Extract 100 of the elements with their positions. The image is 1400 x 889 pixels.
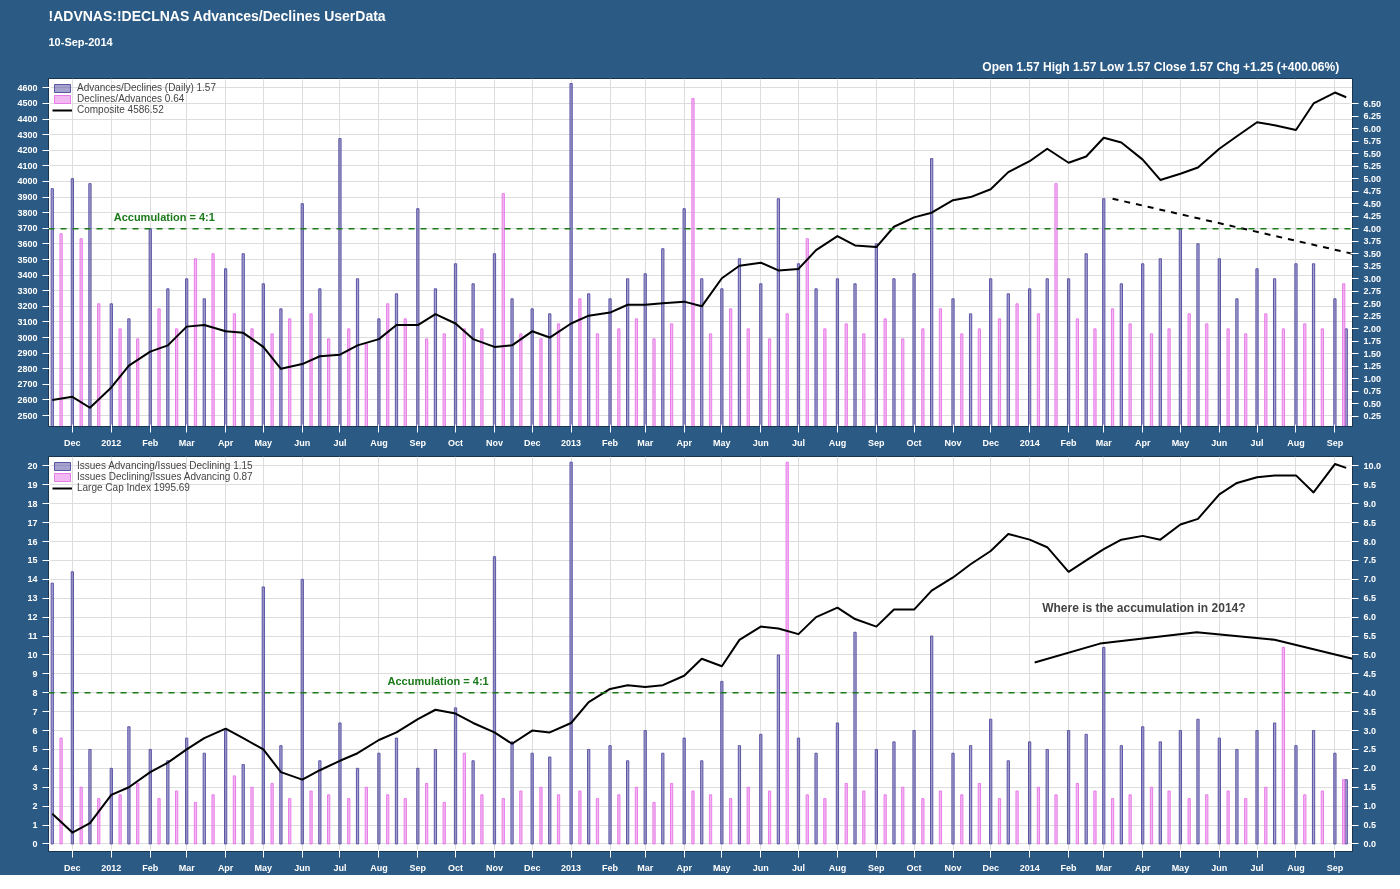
y-tick-label: 14	[27, 574, 38, 585]
y2-tick-label: 3.5	[1363, 706, 1377, 717]
bar	[1217, 258, 1221, 427]
x-tick-label: Jun	[752, 862, 769, 873]
bar	[608, 298, 612, 427]
bar	[1054, 183, 1058, 427]
bar	[530, 308, 534, 427]
y2-tick-label: 5.0	[1363, 649, 1377, 660]
x-tick-label: 2013	[561, 862, 582, 873]
y2-tick-label: 7.0	[1363, 574, 1377, 585]
y-tick-label: 3200	[17, 301, 38, 312]
x-tick-label: Sep	[868, 862, 886, 873]
bar	[279, 745, 283, 845]
y2-tick-label: 0.5	[1363, 820, 1377, 831]
x-tick-label: Dec	[982, 862, 999, 873]
bar	[569, 83, 573, 427]
bar	[211, 253, 215, 427]
bar	[1149, 786, 1154, 845]
bar	[109, 767, 113, 845]
y2-tick-label: 6.5	[1363, 593, 1377, 604]
bar	[1084, 253, 1088, 427]
x-tick-label: Mar	[178, 862, 196, 873]
x-tick-label: Sep	[1326, 437, 1344, 448]
x-tick-label: Apr	[1134, 862, 1151, 873]
bar	[682, 208, 686, 427]
y-tick-label: 0	[32, 838, 38, 849]
bar	[148, 748, 152, 845]
y-tick-label: 4500	[17, 98, 38, 109]
bar	[652, 801, 656, 845]
x-tick-label: Oct	[906, 862, 922, 873]
bar	[652, 338, 656, 427]
x-tick-label: Feb	[142, 437, 159, 448]
bar	[746, 328, 750, 427]
bar	[862, 790, 866, 845]
bar	[548, 313, 552, 427]
x-tick-label: Apr	[676, 862, 693, 873]
y2-tick-label: 1.00	[1363, 373, 1382, 384]
bar	[1294, 263, 1298, 427]
y-tick-label: 4100	[17, 160, 38, 171]
y2-tick-label: 6.25	[1363, 111, 1382, 122]
bar	[977, 328, 982, 427]
bar	[1255, 268, 1259, 427]
y2-tick-label: 10.0	[1363, 460, 1382, 471]
y2-tick-label: 1.75	[1363, 336, 1382, 347]
bar	[1178, 730, 1183, 845]
bar	[767, 790, 772, 845]
bar	[1235, 298, 1239, 427]
bar	[471, 283, 475, 427]
bar	[901, 338, 905, 427]
bar	[759, 733, 763, 845]
bar	[691, 790, 695, 845]
x-tick-label: Mar	[637, 437, 654, 448]
bar	[578, 790, 582, 845]
bar	[79, 786, 83, 845]
x-tick-label: May	[1171, 437, 1190, 448]
x-tick-label: Jul	[1250, 862, 1264, 873]
bar	[776, 654, 781, 845]
y-tick-label: 11	[27, 631, 38, 642]
bar	[519, 333, 523, 427]
bar	[1244, 333, 1248, 427]
bar	[539, 786, 543, 845]
y2-tick-label: 3.75	[1363, 236, 1382, 247]
bar	[1006, 760, 1010, 845]
bar	[193, 258, 198, 427]
bar	[433, 288, 438, 427]
bar	[921, 328, 925, 427]
y-tick-label: 3600	[17, 238, 38, 249]
x-tick-label: Feb	[602, 862, 619, 873]
bar	[921, 798, 925, 845]
bar	[1344, 328, 1348, 427]
y-tick-label: 3500	[17, 254, 38, 265]
bar	[1205, 323, 1209, 427]
bar	[1093, 328, 1097, 427]
bar	[1006, 293, 1010, 427]
bar	[938, 308, 943, 427]
x-tick-label: 2012	[101, 437, 122, 448]
y2-tick-label: 5.00	[1363, 173, 1382, 184]
bar	[425, 782, 429, 845]
x-tick-label: Feb	[1060, 862, 1078, 873]
y-tick-label: 10	[27, 649, 38, 660]
x-tick-label: Mar	[1095, 862, 1113, 873]
legend-label: Large Cap Index 1995.69	[77, 482, 190, 493]
bar	[1281, 646, 1286, 845]
y2-tick-label: 0.75	[1363, 386, 1382, 397]
bar	[1128, 323, 1132, 427]
bar	[185, 737, 189, 845]
x-tick-label: Sep	[409, 862, 427, 873]
y-tick-label: 4200	[17, 145, 38, 156]
bar	[1303, 323, 1307, 427]
line-series	[51, 463, 1348, 834]
legend-label: Issues Advancing/Issues Declining 1.15	[77, 460, 253, 471]
bar	[250, 786, 254, 845]
y2-tick-label: 4.75	[1363, 186, 1382, 197]
y-tick-label: 8	[32, 687, 38, 698]
y-tick-label: 3	[32, 782, 38, 793]
chart-title: !ADVNAS:!DECLNAS Advances/Declines UserData	[48, 7, 386, 24]
bar	[1075, 318, 1080, 427]
y2-tick-label: 5.25	[1363, 161, 1382, 172]
bar	[492, 253, 497, 427]
bar	[1036, 313, 1041, 427]
